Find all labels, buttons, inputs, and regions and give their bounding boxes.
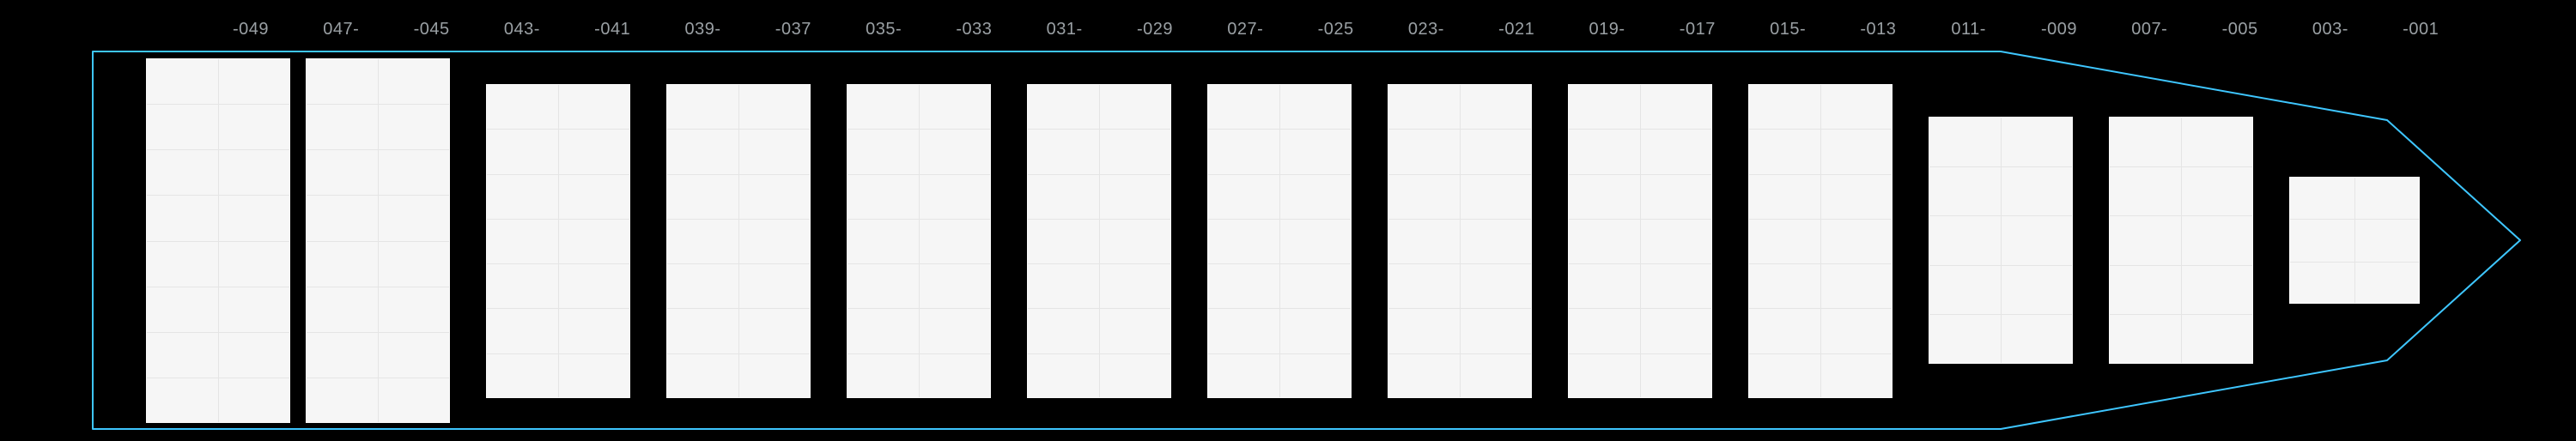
gridline bbox=[2354, 177, 2355, 304]
gridline bbox=[1099, 84, 1100, 398]
gridline bbox=[2001, 117, 2002, 364]
bay-block bbox=[146, 58, 290, 423]
bay-label: 035- bbox=[866, 20, 902, 39]
bay-label: -005 bbox=[2222, 20, 2258, 39]
gridline bbox=[2181, 117, 2182, 364]
bay-label: -033 bbox=[956, 20, 992, 39]
bay-block bbox=[1748, 84, 1893, 398]
gridline bbox=[1640, 84, 1641, 398]
gridline bbox=[558, 84, 559, 398]
gridline bbox=[1460, 84, 1461, 398]
bay-label: -037 bbox=[775, 20, 811, 39]
bay-block bbox=[486, 84, 630, 398]
bay-label: -001 bbox=[2403, 20, 2439, 39]
bay-block bbox=[1027, 84, 1171, 398]
gridline bbox=[1820, 84, 1821, 398]
ship-stowage-diagram: -049 047- -045 043- -041 039- -037 035- -033 031-… bbox=[0, 0, 2576, 441]
bay-label: 023- bbox=[1408, 20, 1444, 39]
bay-block bbox=[1929, 117, 2073, 364]
bay-label: 043- bbox=[504, 20, 540, 39]
bay-label: 003- bbox=[2312, 20, 2348, 39]
bay-block bbox=[2109, 117, 2253, 364]
bay-label: 007- bbox=[2131, 20, 2167, 39]
bay-block bbox=[1388, 84, 1532, 398]
bay-label: -029 bbox=[1137, 20, 1173, 39]
gridline bbox=[738, 84, 739, 398]
bay-label: -009 bbox=[2041, 20, 2077, 39]
gridline bbox=[1279, 84, 1280, 398]
bay-label: -025 bbox=[1318, 20, 1354, 39]
bay-block bbox=[847, 84, 991, 398]
bay-block bbox=[1568, 84, 1712, 398]
bay-label: 027- bbox=[1227, 20, 1263, 39]
bay-label: 047- bbox=[323, 20, 359, 39]
bay-block bbox=[2289, 177, 2420, 304]
bay-label: -045 bbox=[414, 20, 450, 39]
bay-label: -013 bbox=[1860, 20, 1896, 39]
gridline bbox=[378, 58, 379, 423]
bay-label: 039- bbox=[684, 20, 720, 39]
bay-block bbox=[306, 58, 450, 423]
bay-label: 015- bbox=[1770, 20, 1806, 39]
gridline bbox=[919, 84, 920, 398]
gridline bbox=[218, 58, 219, 423]
bay-label: -021 bbox=[1498, 20, 1534, 39]
bay-label: -049 bbox=[233, 20, 269, 39]
bay-label: 019- bbox=[1589, 20, 1625, 39]
bay-label: -041 bbox=[594, 20, 630, 39]
bay-block bbox=[666, 84, 811, 398]
bay-block bbox=[1207, 84, 1352, 398]
bay-label: 031- bbox=[1047, 20, 1083, 39]
bay-label: -017 bbox=[1680, 20, 1716, 39]
bay-label: 011- bbox=[1951, 20, 1986, 39]
